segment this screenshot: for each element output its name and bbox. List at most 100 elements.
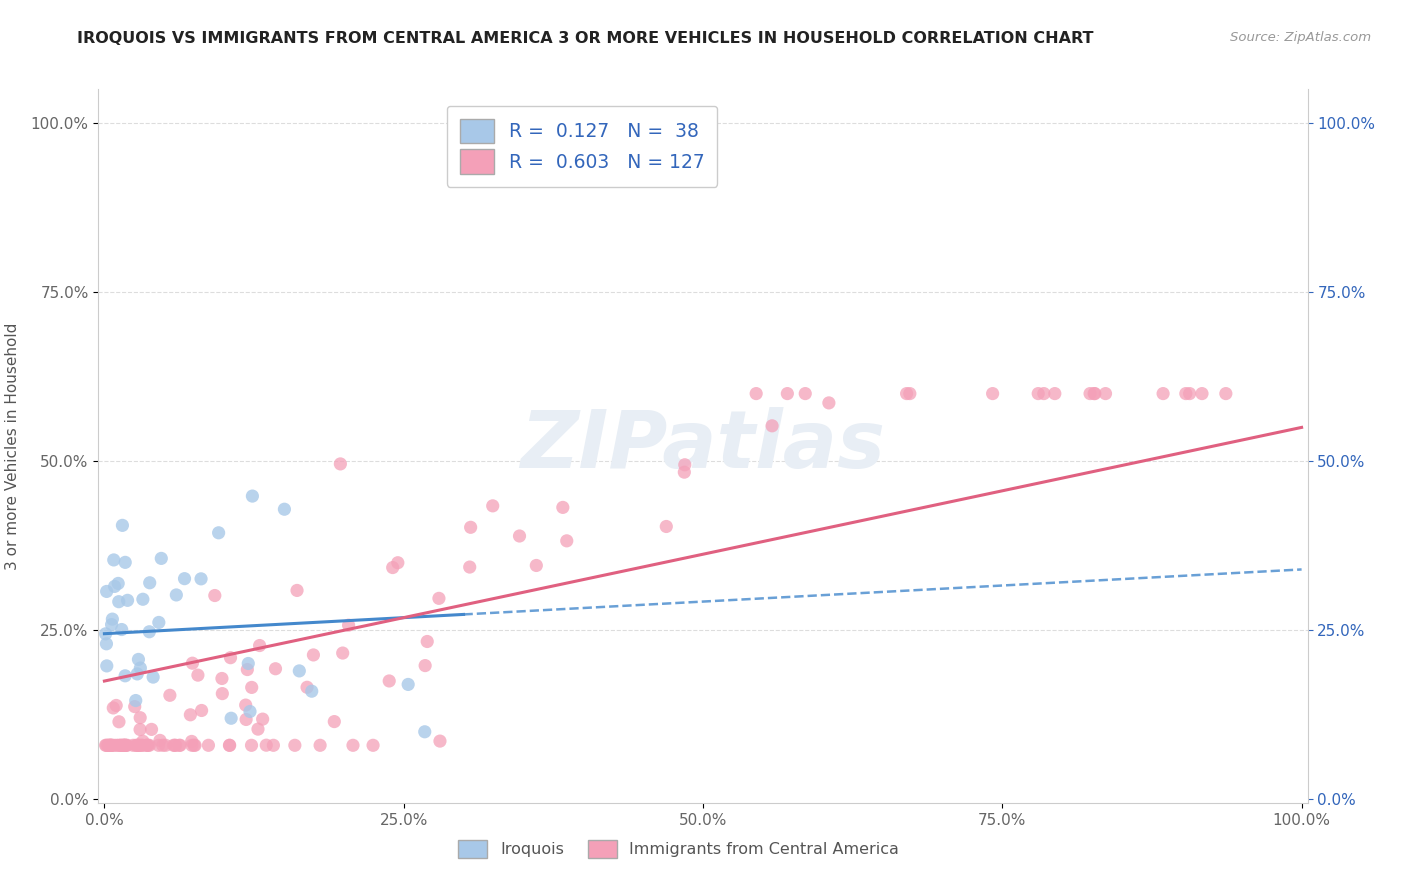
Point	[141, 723, 163, 737]
Point	[273, 502, 295, 516]
Point	[323, 714, 346, 729]
Point	[138, 575, 160, 590]
Point	[125, 739, 148, 753]
Point	[103, 579, 125, 593]
Point	[413, 658, 436, 673]
Point	[150, 551, 173, 566]
Point	[125, 693, 148, 707]
Point	[361, 739, 384, 753]
Point	[148, 739, 170, 753]
Point	[100, 617, 122, 632]
Point	[1026, 386, 1049, 401]
Point	[249, 639, 271, 653]
Point	[152, 739, 174, 753]
Point	[187, 668, 209, 682]
Point	[135, 739, 157, 753]
Point	[180, 734, 202, 748]
Point	[100, 739, 122, 753]
Point	[981, 386, 1004, 401]
Point	[262, 739, 284, 753]
Point	[818, 396, 841, 410]
Point	[1215, 386, 1237, 401]
Point	[551, 500, 574, 515]
Point	[1032, 386, 1054, 401]
Point	[242, 489, 264, 503]
Point	[898, 386, 921, 401]
Point	[524, 558, 547, 573]
Point	[105, 739, 128, 753]
Point	[219, 711, 242, 725]
Point	[1191, 386, 1213, 401]
Point	[378, 673, 401, 688]
Point	[1083, 386, 1105, 401]
Point	[179, 707, 201, 722]
Point	[114, 739, 136, 753]
Point	[94, 627, 117, 641]
Point	[329, 457, 352, 471]
Point	[101, 739, 124, 753]
Point	[114, 739, 136, 753]
Point	[97, 739, 120, 753]
Point	[103, 739, 125, 753]
Legend: Iroquois, Immigrants from Central America: Iroquois, Immigrants from Central Americ…	[450, 831, 907, 866]
Point	[169, 739, 191, 753]
Point	[127, 739, 149, 753]
Point	[235, 698, 257, 712]
Point	[183, 739, 205, 753]
Point	[416, 634, 439, 648]
Point	[309, 739, 332, 753]
Point	[132, 592, 155, 607]
Point	[240, 681, 263, 695]
Point	[98, 739, 121, 753]
Point	[112, 739, 135, 753]
Point	[111, 518, 134, 533]
Point	[103, 701, 125, 715]
Point	[96, 637, 118, 651]
Point	[396, 677, 419, 691]
Point	[108, 714, 131, 729]
Point	[155, 739, 177, 753]
Point	[100, 739, 122, 753]
Point	[655, 519, 678, 533]
Point	[148, 615, 170, 630]
Y-axis label: 3 or more Vehicles in Household: 3 or more Vehicles in Household	[4, 322, 20, 570]
Point	[128, 739, 150, 753]
Point	[114, 555, 136, 569]
Point	[236, 663, 259, 677]
Point	[284, 739, 307, 753]
Point	[246, 722, 269, 736]
Point	[190, 704, 212, 718]
Point	[122, 739, 145, 753]
Point	[1174, 386, 1197, 401]
Point	[114, 739, 136, 753]
Point	[163, 739, 186, 753]
Point	[190, 572, 212, 586]
Point	[129, 661, 152, 675]
Text: Source: ZipAtlas.com: Source: ZipAtlas.com	[1230, 31, 1371, 45]
Point	[103, 553, 125, 567]
Point	[252, 712, 274, 726]
Point	[429, 734, 451, 748]
Point	[107, 739, 129, 753]
Point	[761, 418, 783, 433]
Point	[184, 739, 207, 753]
Point	[776, 386, 799, 401]
Point	[288, 664, 311, 678]
Point	[896, 386, 918, 401]
Point	[173, 572, 195, 586]
Point	[96, 739, 118, 753]
Point	[169, 739, 191, 753]
Point	[110, 739, 132, 753]
Point	[111, 623, 134, 637]
Point	[207, 525, 229, 540]
Point	[481, 499, 503, 513]
Point	[117, 739, 139, 753]
Point	[301, 684, 323, 698]
Point	[211, 687, 233, 701]
Point	[673, 458, 696, 472]
Point	[460, 520, 482, 534]
Point	[181, 656, 204, 670]
Point	[105, 698, 128, 713]
Point	[794, 386, 817, 401]
Point	[337, 618, 360, 632]
